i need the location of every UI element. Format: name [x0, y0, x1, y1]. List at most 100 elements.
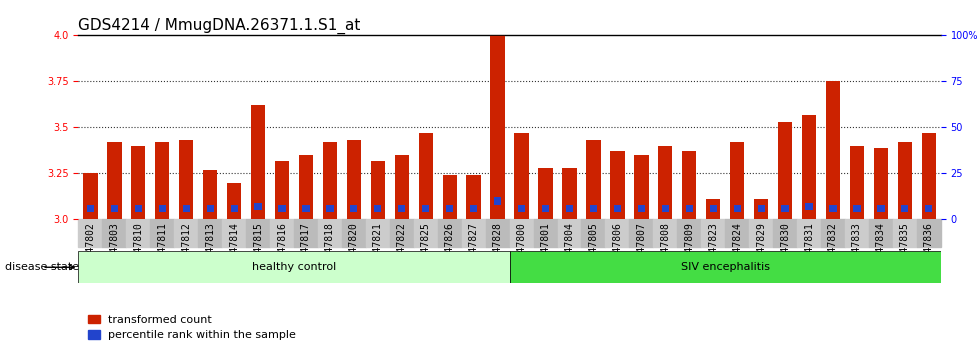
Bar [634, 155, 649, 219]
Bar [278, 205, 285, 212]
Bar [462, 219, 486, 247]
Bar [869, 219, 893, 247]
Bar [542, 205, 549, 212]
Bar [446, 205, 454, 212]
Bar [854, 205, 860, 212]
Bar [538, 168, 553, 219]
Bar [806, 203, 812, 210]
Bar [414, 219, 438, 247]
Bar [754, 199, 768, 219]
Bar [797, 219, 821, 247]
FancyBboxPatch shape [510, 251, 941, 283]
Bar [654, 219, 677, 247]
Bar [558, 219, 581, 247]
Bar [533, 219, 558, 247]
Bar [318, 219, 342, 247]
Bar [682, 152, 697, 219]
Bar [773, 219, 797, 247]
Bar [438, 219, 462, 247]
Bar [342, 219, 366, 247]
Bar [203, 170, 218, 219]
Bar [78, 219, 102, 247]
Bar [710, 205, 716, 212]
Bar [606, 219, 629, 247]
Bar [83, 173, 98, 219]
Bar [877, 205, 885, 212]
Bar [134, 205, 142, 212]
Bar [730, 142, 745, 219]
Bar [518, 205, 525, 212]
Bar [510, 219, 533, 247]
Bar [107, 142, 122, 219]
Bar [246, 219, 270, 247]
Bar [131, 146, 145, 219]
Bar [874, 148, 888, 219]
Bar [758, 205, 764, 212]
Bar [350, 205, 358, 212]
Bar [490, 35, 505, 219]
Bar [565, 205, 573, 212]
Bar [126, 219, 150, 247]
Bar [686, 205, 693, 212]
FancyBboxPatch shape [78, 251, 510, 283]
Bar [613, 205, 621, 212]
Bar [466, 175, 481, 219]
Bar [778, 122, 792, 219]
Bar [222, 219, 246, 247]
Bar [629, 219, 654, 247]
Bar [347, 140, 361, 219]
Bar [270, 219, 294, 247]
Bar [470, 205, 477, 212]
Bar [821, 219, 845, 247]
Bar [659, 146, 672, 219]
Bar [563, 168, 576, 219]
Bar [443, 175, 457, 219]
Text: healthy control: healthy control [252, 262, 336, 272]
Bar [322, 142, 337, 219]
Bar [255, 203, 262, 210]
Bar [102, 219, 126, 247]
Bar [611, 152, 624, 219]
Bar [251, 105, 266, 219]
Bar [303, 205, 310, 212]
Bar [274, 161, 289, 219]
Bar [159, 205, 166, 212]
Bar [829, 205, 837, 212]
Bar [725, 219, 749, 247]
Bar [494, 198, 501, 205]
Bar [590, 205, 597, 212]
Bar [734, 205, 741, 212]
Bar [514, 133, 529, 219]
Bar [207, 205, 214, 212]
Bar [111, 205, 118, 212]
Bar [398, 205, 406, 212]
Bar [749, 219, 773, 247]
Bar [395, 155, 409, 219]
Bar [662, 205, 669, 212]
Bar [921, 133, 936, 219]
Bar [706, 199, 720, 219]
Bar [925, 205, 932, 212]
Text: SIV encephalitis: SIV encephalitis [681, 262, 769, 272]
Bar [898, 142, 912, 219]
Bar [581, 219, 606, 247]
Bar [422, 205, 429, 212]
Bar [845, 219, 869, 247]
Text: disease state: disease state [5, 262, 79, 272]
Bar [917, 219, 941, 247]
Bar [230, 205, 238, 212]
Bar [902, 205, 908, 212]
Bar [150, 219, 174, 247]
Bar [174, 219, 198, 247]
Bar [850, 146, 864, 219]
Bar [366, 219, 390, 247]
Bar [781, 205, 789, 212]
Bar [87, 205, 94, 212]
Bar [374, 205, 381, 212]
Bar [893, 219, 917, 247]
Bar [182, 205, 190, 212]
Text: GDS4214 / MmugDNA.26371.1.S1_at: GDS4214 / MmugDNA.26371.1.S1_at [78, 18, 361, 34]
Bar [370, 161, 385, 219]
Bar [802, 115, 816, 219]
Legend: transformed count, percentile rank within the sample: transformed count, percentile rank withi… [84, 310, 301, 345]
